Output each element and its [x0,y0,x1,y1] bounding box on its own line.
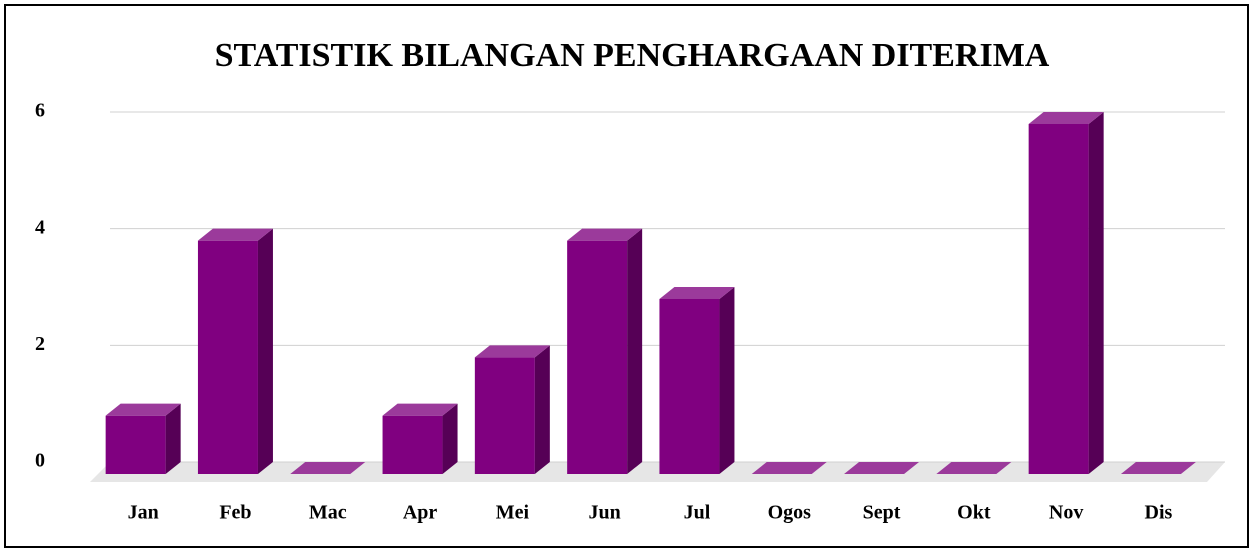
bar-side [627,228,643,474]
bar [474,357,535,474]
x-tick-label: Apr [403,502,438,524]
y-tick-label: 0 [35,450,45,472]
x-tick-label: Mac [309,502,347,524]
x-tick-label: Feb [219,502,251,524]
floor [90,462,1225,482]
bar-top [197,228,273,241]
bar-top [290,462,366,474]
bar [105,415,166,474]
bar [197,240,258,474]
bar-top [936,462,1012,474]
x-tick-label: Okt [957,502,991,524]
bar-side [165,403,181,474]
bar-top [567,228,643,241]
bar-side [1088,112,1104,474]
bar-top [751,462,827,474]
x-tick-label: Mei [496,502,530,524]
bar-top [382,403,458,416]
bar [1028,124,1089,474]
y-tick-label: 6 [35,100,45,122]
bar-top [1120,462,1196,474]
x-tick-label: Jun [589,502,621,524]
bar-top [474,345,550,358]
bar-top [105,403,181,416]
y-tick-label: 4 [35,216,45,238]
x-tick-label: Jan [128,502,159,524]
bar-side [257,228,273,474]
bar-side [534,345,550,474]
bar [659,299,720,474]
bar-top [659,287,735,299]
x-tick-label: Sept [863,502,901,524]
x-tick-label: Ogos [768,502,812,524]
bar-side [442,403,458,474]
y-tick-label: 2 [35,333,45,355]
bar-top [844,462,920,474]
bar [567,240,628,474]
bar [382,415,443,474]
bar-top [1028,112,1104,124]
x-tick-label: Dis [1145,502,1173,524]
bar-side [719,287,735,474]
chart-title: STATISTIK BILANGAN PENGHARGAAN DITERIMA [215,37,1050,74]
x-tick-label: Nov [1049,502,1083,524]
x-tick-label: Jul [684,502,711,524]
